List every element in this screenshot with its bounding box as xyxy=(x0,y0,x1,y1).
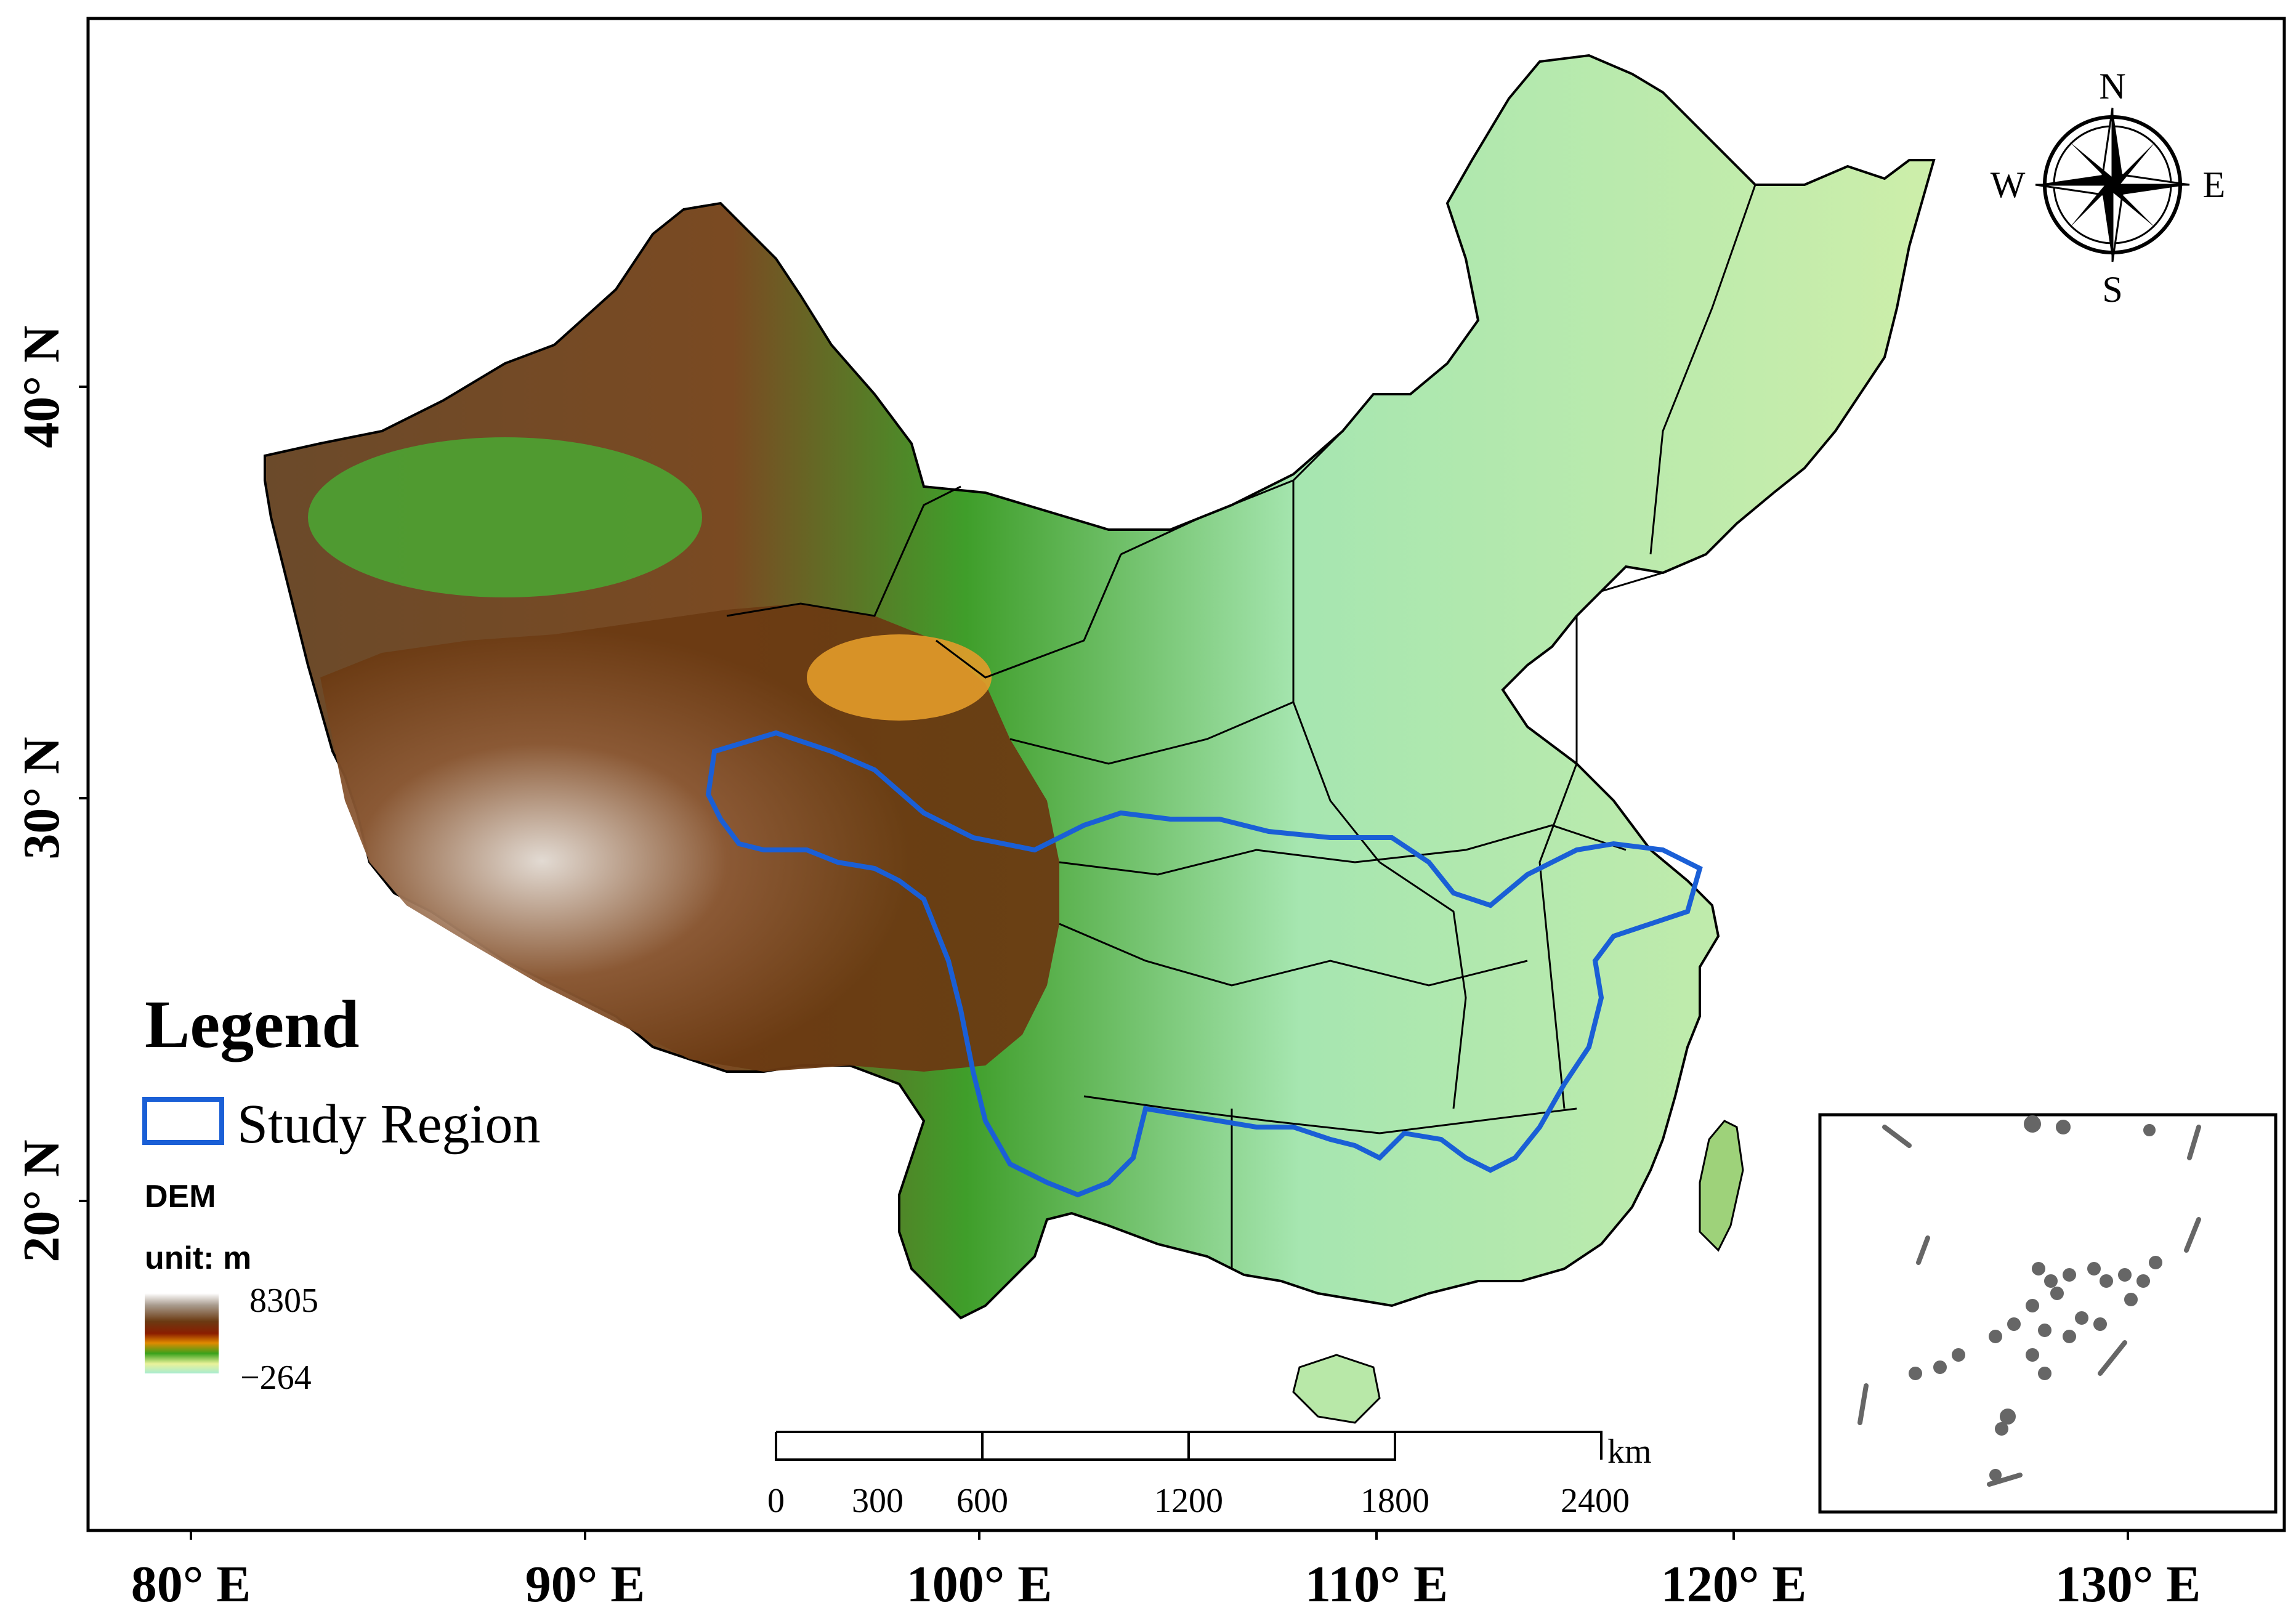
x-tick-80: 80° E xyxy=(131,1556,251,1613)
scale-label-2400: 2400 xyxy=(1561,1482,1630,1520)
y-tick-40: 40° N xyxy=(13,325,70,448)
y-tick-30: 30° N xyxy=(13,737,70,859)
legend-title: Legend xyxy=(145,987,359,1062)
dem-min-value: −264 xyxy=(240,1359,312,1397)
province-boundaries xyxy=(726,184,1756,1269)
compass-north: N xyxy=(2099,66,2125,107)
dem-max-value: 8305 xyxy=(249,1282,318,1320)
scale-label-600: 600 xyxy=(956,1482,1008,1520)
inset-islands xyxy=(1857,1115,2201,1487)
inset-frame xyxy=(1818,1113,2278,1514)
x-tick-110: 110° E xyxy=(1305,1556,1448,1613)
x-axis: 80° E 90° E 100° E 110° E 120° E 130° E xyxy=(131,1530,2201,1613)
taiwan-island xyxy=(1699,1120,1744,1252)
y-tick-20: 20° N xyxy=(13,1139,70,1262)
x-tick-100: 100° E xyxy=(907,1556,1053,1613)
study-region-swatch xyxy=(142,1097,224,1145)
study-region-outline xyxy=(705,730,1703,1198)
scale-label-0: 0 xyxy=(767,1482,785,1520)
unit-label: unit: m xyxy=(145,1240,251,1276)
x-tick-120: 120° E xyxy=(1661,1556,1807,1613)
scale-label-300: 300 xyxy=(852,1482,903,1520)
qaidam-basin xyxy=(807,634,992,721)
scale-label-1200: 1200 xyxy=(1154,1482,1223,1520)
scale-unit: km xyxy=(1607,1433,1652,1471)
x-tick-90: 90° E xyxy=(525,1556,645,1613)
compass-rose: N S E W xyxy=(1991,66,2226,310)
hainan-island xyxy=(1292,1354,1381,1424)
legend: Legend Study Region DEM unit: m 8305 −26… xyxy=(142,987,541,1397)
y-axis: 40° N 30° N 20° N xyxy=(13,325,88,1263)
tibetan-plateau xyxy=(320,604,1059,1072)
study-region-label: Study Region xyxy=(237,1094,541,1155)
inset-map xyxy=(1818,1113,2278,1514)
compass-west: W xyxy=(1991,164,2026,205)
dem-label: DEM xyxy=(145,1179,216,1215)
compass-east: E xyxy=(2203,164,2226,205)
compass-south: S xyxy=(2102,269,2122,310)
scale-bar: km 0 300 600 1200 1800 2400 xyxy=(767,1431,1652,1520)
tarim-basin xyxy=(308,437,702,597)
x-tick-130: 130° E xyxy=(2055,1556,2201,1613)
scale-label-1800: 1800 xyxy=(1360,1482,1429,1520)
dem-color-ramp xyxy=(145,1293,219,1373)
